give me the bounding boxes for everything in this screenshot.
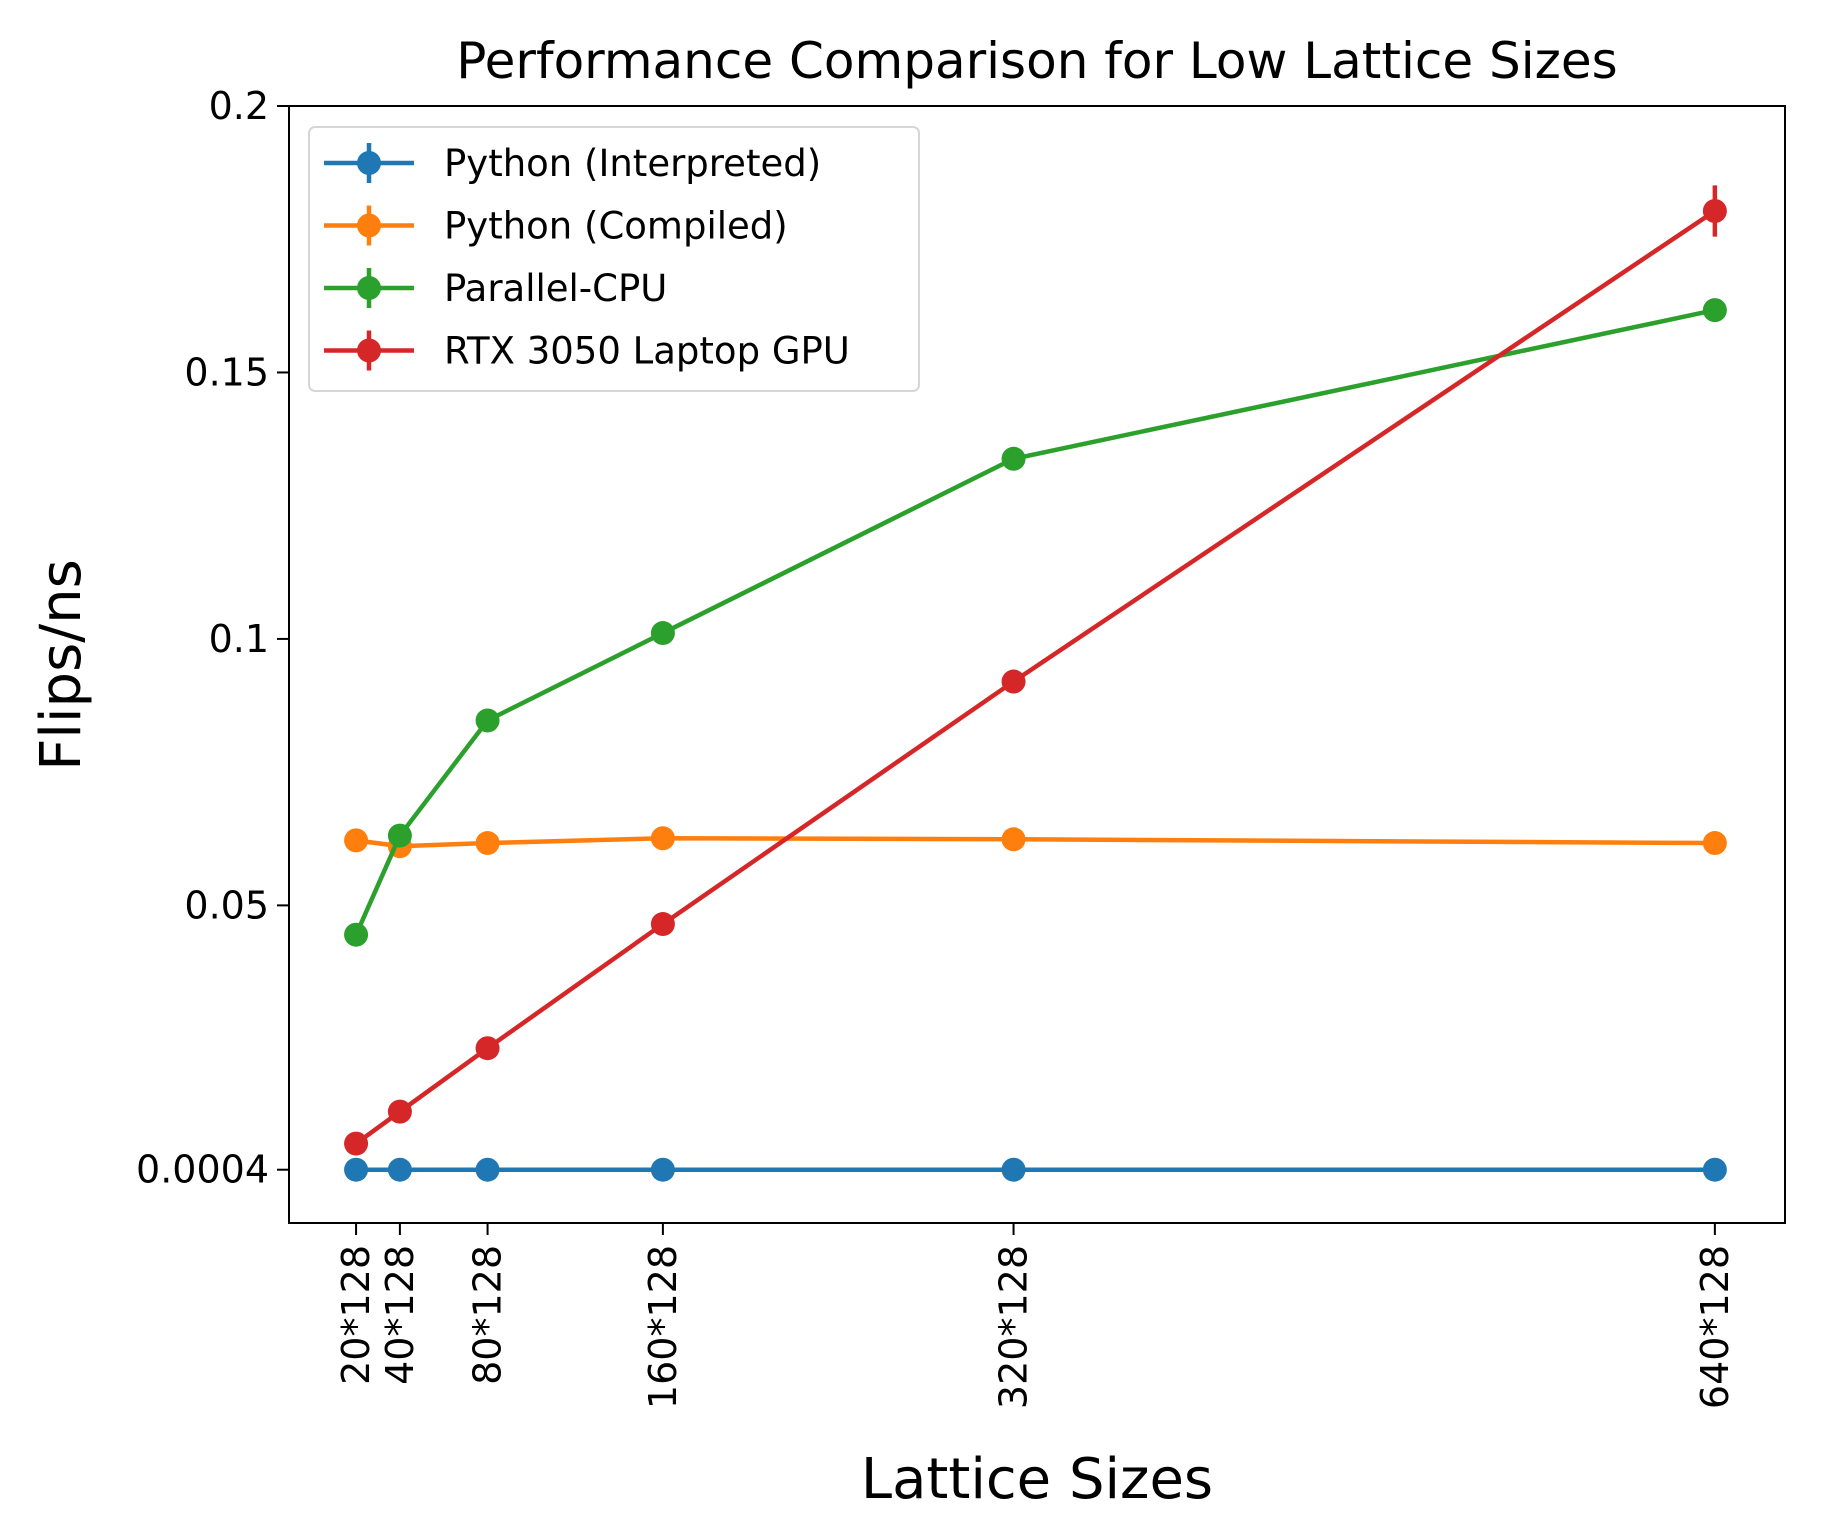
x-tick-label: 20*128 xyxy=(334,1245,378,1385)
x-tick-label: 640*128 xyxy=(1693,1245,1737,1409)
data-point xyxy=(1702,1157,1727,1182)
data-point xyxy=(650,912,675,937)
data-point xyxy=(1702,298,1727,323)
data-point xyxy=(387,1099,412,1124)
y-tick-label: 0.0004 xyxy=(136,1148,269,1192)
legend-item-3: RTX 3050 Laptop GPU xyxy=(324,330,850,373)
series-3 xyxy=(344,185,1727,1156)
data-point xyxy=(387,1157,412,1182)
x-axis-label: Lattice Sizes xyxy=(861,1447,1213,1512)
data-point xyxy=(344,922,369,947)
y-axis: 0.0004 0.05 0.1 0.15 0.2 xyxy=(136,84,289,1192)
data-point xyxy=(650,1157,675,1182)
data-point xyxy=(475,1036,500,1061)
legend-marker xyxy=(357,151,381,175)
data-point xyxy=(344,1157,369,1182)
data-point xyxy=(650,621,675,646)
data-point xyxy=(1001,1157,1026,1182)
series-line xyxy=(354,307,1716,936)
legend-item-2: Parallel-CPU xyxy=(324,267,667,310)
legend-item-1: Python (Compiled) xyxy=(324,205,788,248)
y-tick-label: 0.15 xyxy=(184,350,269,394)
data-point xyxy=(344,828,369,853)
data-point xyxy=(650,826,675,851)
series-0 xyxy=(344,1157,1727,1182)
legend-marker xyxy=(357,213,381,238)
y-tick-label: 0.1 xyxy=(209,617,269,661)
data-marks xyxy=(344,185,1727,1182)
legend-label: RTX 3050 Laptop GPU xyxy=(444,330,850,373)
x-tick-label: 320*128 xyxy=(992,1245,1036,1409)
data-point xyxy=(475,831,500,856)
data-point xyxy=(387,823,412,848)
legend-label: Parallel-CPU xyxy=(444,267,667,310)
y-axis-label: Flips/ns xyxy=(29,559,94,771)
legend-box xyxy=(308,126,920,392)
legend-item-0: Python (Interpreted) xyxy=(324,142,821,185)
legend-marker xyxy=(357,276,381,300)
x-axis: 20*128 40*128 80*128 160*128 320*128 640*128 xyxy=(334,1223,1737,1409)
legend-label: Python (Interpreted) xyxy=(444,142,821,185)
legend-marker xyxy=(357,338,381,363)
x-tick-label: 160*128 xyxy=(641,1245,685,1409)
data-point xyxy=(1001,827,1026,852)
legend-label: Python (Compiled) xyxy=(444,205,788,248)
x-tick-label: 40*128 xyxy=(378,1245,422,1385)
data-point xyxy=(1001,669,1026,694)
x-tick-label: 80*128 xyxy=(466,1245,510,1385)
chart-title: Performance Comparison for Low Lattice S… xyxy=(456,32,1617,90)
legend: Python (Interpreted) Python (Compiled) Par… xyxy=(308,126,920,392)
axes-frame xyxy=(288,105,1786,1224)
y-tick-label: 0.05 xyxy=(184,883,269,927)
data-point xyxy=(475,708,500,733)
data-point xyxy=(344,1131,369,1156)
data-point xyxy=(1702,198,1727,223)
data-point xyxy=(1702,831,1727,856)
data-point xyxy=(1001,446,1026,471)
y-tick-label: 0.2 xyxy=(209,84,269,128)
series-2 xyxy=(344,298,1727,947)
data-point xyxy=(475,1157,500,1182)
